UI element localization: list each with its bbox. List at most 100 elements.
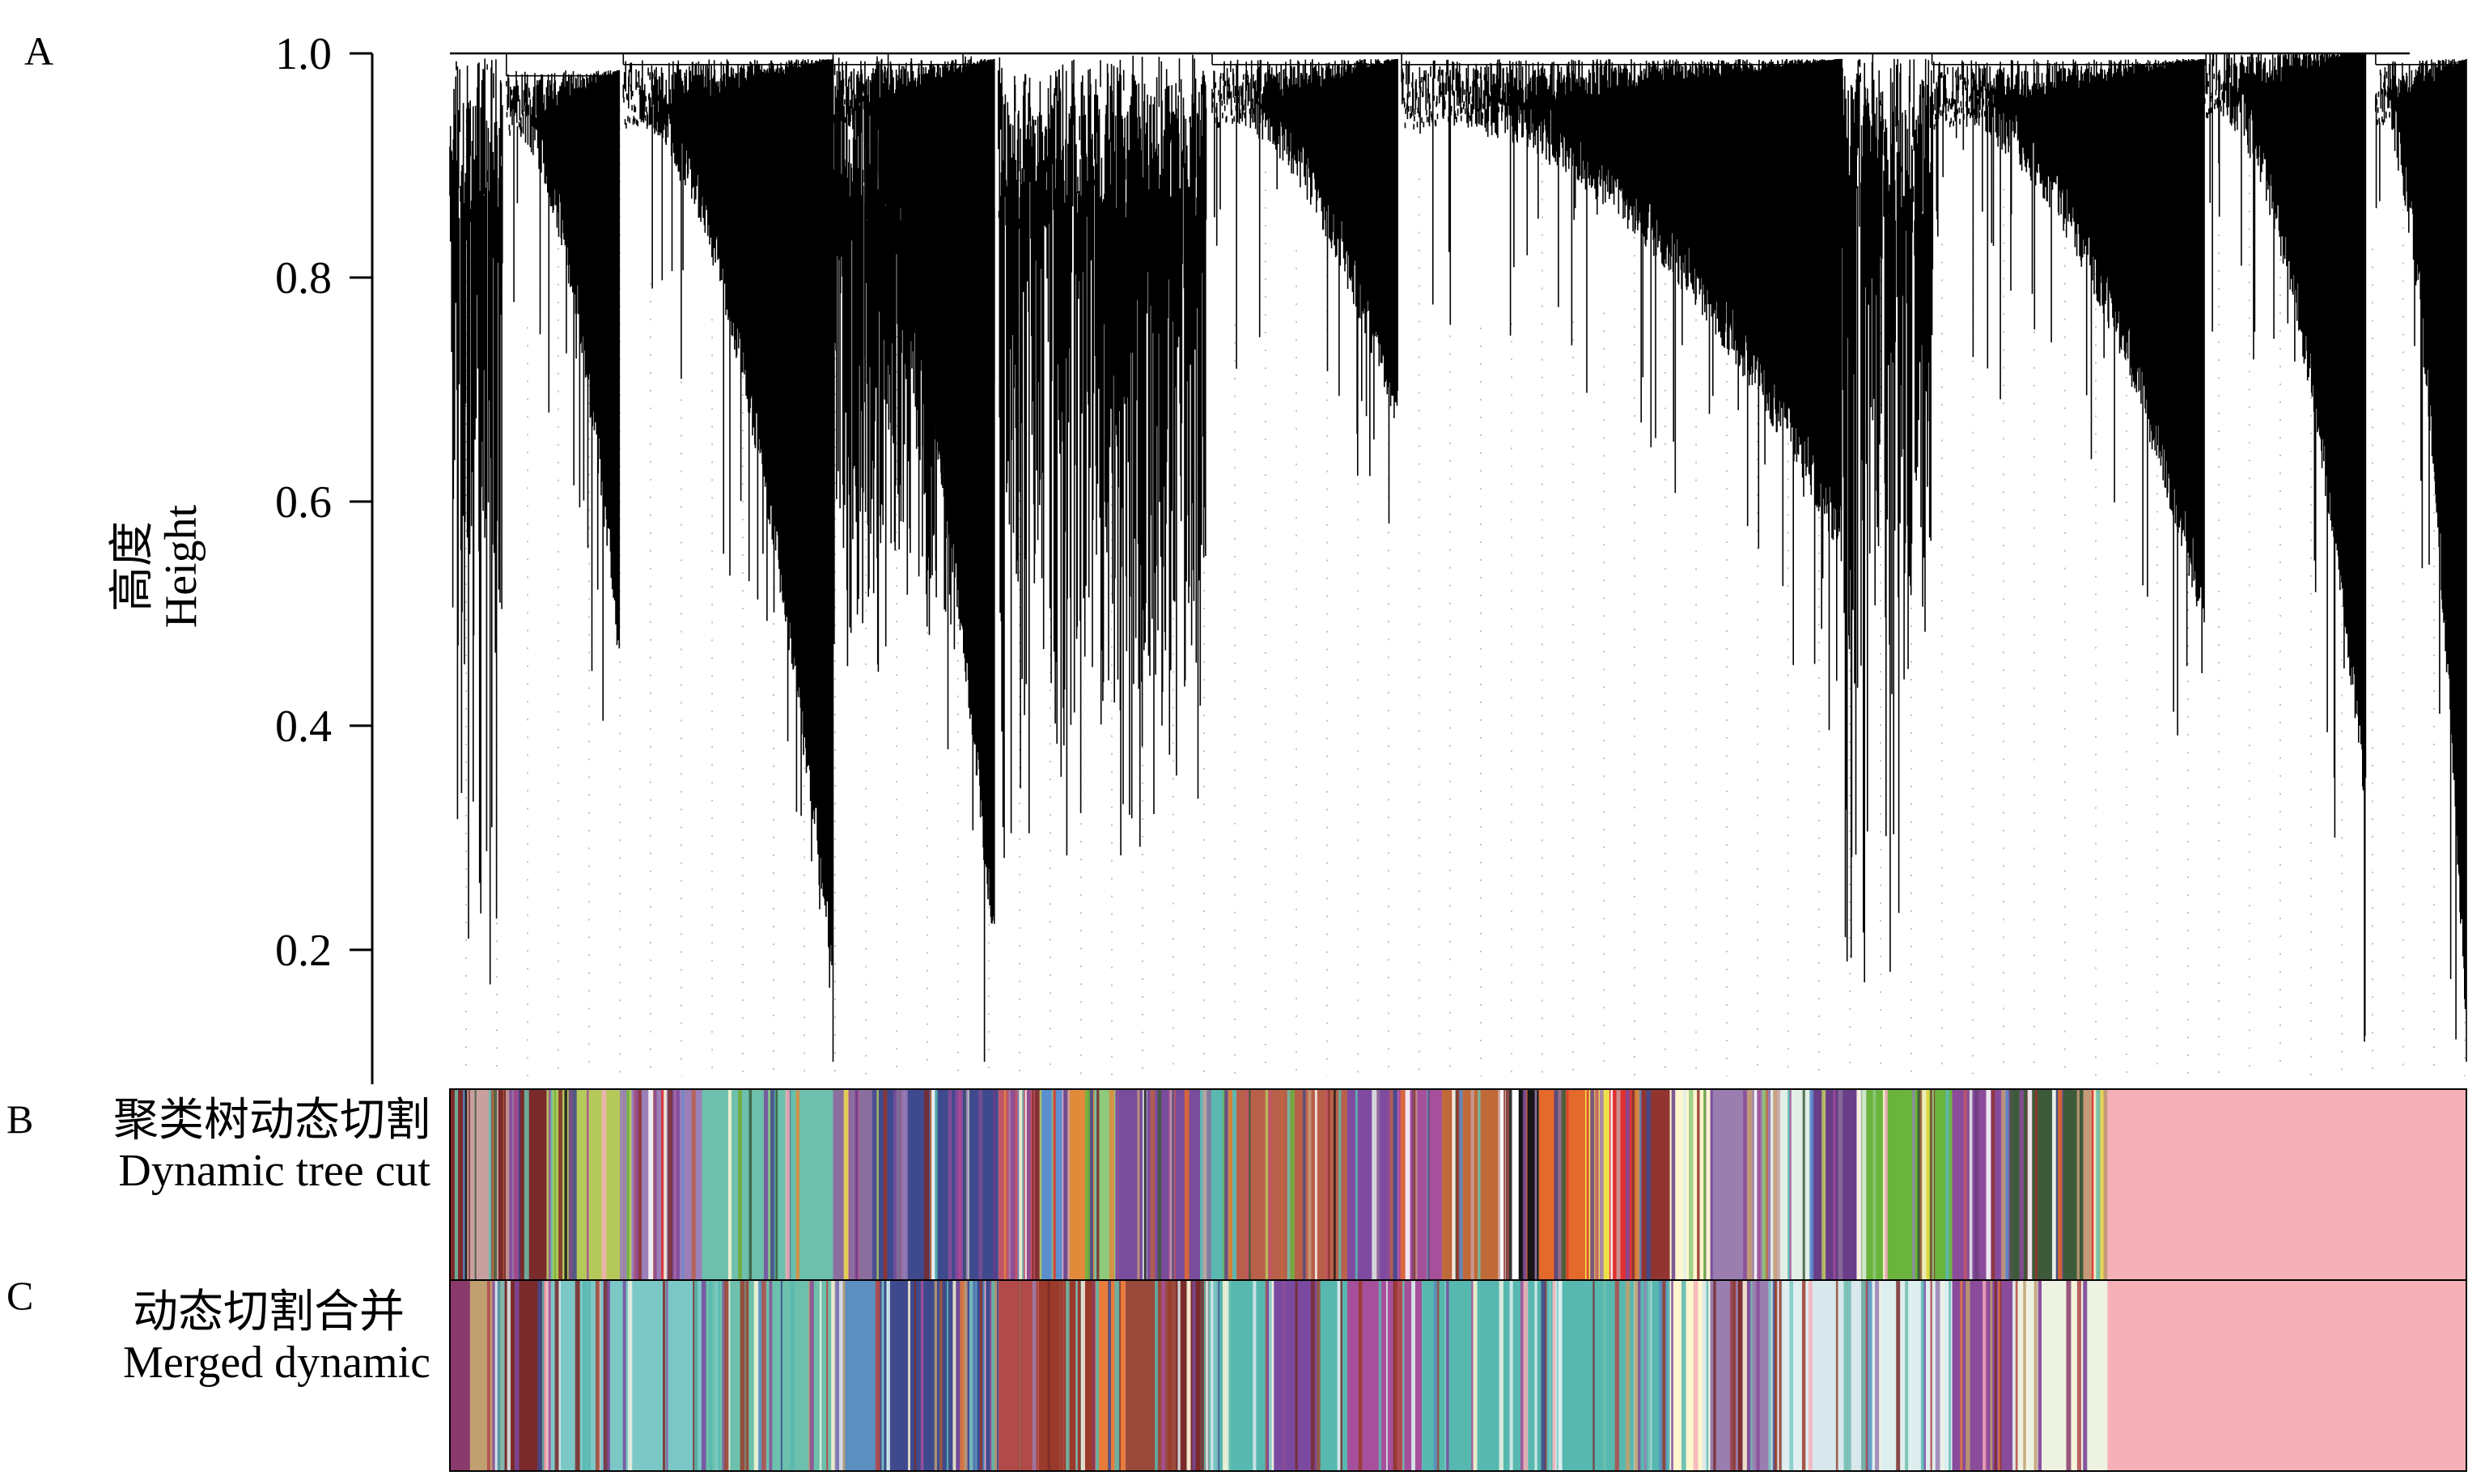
color-stripe (1287, 1089, 1291, 1280)
color-stripe (1935, 1280, 1940, 1471)
color-stripe (965, 1089, 969, 1280)
color-stripe (982, 1280, 985, 1471)
color-segment (2012, 1280, 2108, 1471)
color-stripe (1867, 1280, 1872, 1471)
color-stripe (595, 1280, 600, 1471)
color-stripe (929, 1089, 932, 1280)
color-stripe (1063, 1089, 1068, 1280)
color-stripe (1155, 1280, 1158, 1471)
y-tick-label: 0.8 (275, 253, 332, 303)
color-stripe (1787, 1089, 1790, 1280)
color-stripe (1634, 1280, 1639, 1471)
color-stripe (1202, 1089, 1207, 1280)
color-stripe (1034, 1089, 1040, 1280)
color-stripe (1205, 1280, 1209, 1471)
color-stripe (548, 1280, 551, 1471)
color-stripe (1096, 1280, 1100, 1471)
color-stripe (1710, 1089, 1713, 1280)
color-stripe (709, 1280, 713, 1471)
color-stripe (1775, 1089, 1781, 1280)
color-stripe (1010, 1089, 1016, 1280)
color-stripe (1567, 1089, 1569, 1280)
color-stripe (1592, 1280, 1595, 1471)
color-stripe (1096, 1089, 1100, 1280)
color-stripe (1389, 1089, 1393, 1280)
color-stripe (1414, 1089, 1416, 1280)
color-stripe (1210, 1280, 1214, 1471)
color-stripe (619, 1089, 625, 1280)
color-stripe (931, 1089, 935, 1280)
color-stripe (572, 1089, 577, 1280)
color-stripe (673, 1089, 678, 1280)
color-stripe (1857, 1089, 1860, 1280)
color-stripe (1713, 1280, 1716, 1471)
color-stripe (1376, 1089, 1380, 1280)
color-stripe (1224, 1089, 1228, 1280)
color-stripe (1702, 1280, 1707, 1471)
color-stripe (1558, 1280, 1563, 1471)
color-segment (2012, 1089, 2084, 1280)
color-stripe (1334, 1089, 1336, 1280)
color-stripe (1905, 1280, 1909, 1471)
color-stripe (1039, 1089, 1042, 1280)
color-stripe (501, 1280, 505, 1471)
color-stripe (854, 1089, 857, 1280)
color-stripe (2027, 1089, 2033, 1280)
color-stripe (648, 1089, 654, 1280)
color-stripe (727, 1089, 732, 1280)
color-stripe (1094, 1089, 1099, 1280)
color-stripe (1802, 1089, 1805, 1280)
y-tick-label: 0.4 (275, 702, 332, 752)
color-stripe (1730, 1280, 1732, 1471)
color-stripe (1088, 1089, 1094, 1280)
color-stripe (564, 1089, 567, 1280)
dynamic-tree-cut-row (449, 1088, 2467, 1281)
color-segment (2107, 1089, 2466, 1280)
color-stripe (541, 1280, 545, 1471)
cluster-branch (622, 53, 834, 1062)
color-stripe (1625, 1089, 1630, 1280)
color-stripe (1169, 1089, 1173, 1280)
color-stripe (1137, 1089, 1140, 1280)
color-stripe (740, 1280, 745, 1471)
color-stripe (1775, 1280, 1778, 1471)
color-stripe (2098, 1089, 2104, 1280)
color-stripe (1200, 1280, 1204, 1471)
y-axis-title: 高度 Height (108, 504, 206, 628)
color-stripe (1114, 1280, 1120, 1471)
panel-letter-c: C (6, 1273, 33, 1318)
color-stripe (672, 1089, 675, 1280)
color-stripe (1109, 1089, 1114, 1280)
color-stripe (701, 1280, 706, 1471)
color-stripe (1985, 1280, 1988, 1471)
y-axis-title-en: Height (156, 504, 206, 628)
color-stripe (1280, 1089, 1284, 1280)
color-stripe (960, 1280, 965, 1471)
color-stripe (1637, 1280, 1641, 1471)
color-stripe (1067, 1089, 1071, 1280)
color-stripe (1075, 1280, 1078, 1471)
color-stripe (1066, 1280, 1070, 1471)
color-stripe (1498, 1089, 1501, 1280)
color-stripe (1375, 1089, 1378, 1280)
color-stripe (668, 1089, 673, 1280)
color-stripe (1750, 1280, 1753, 1471)
color-stripe (770, 1089, 775, 1280)
color-stripe (1315, 1089, 1317, 1280)
color-stripe (842, 1280, 846, 1471)
color-stripe (1177, 1280, 1181, 1471)
color-stripe (2029, 1280, 2032, 1471)
color-stripe (1245, 1280, 1248, 1471)
color-stripe (1311, 1280, 1315, 1471)
color-stripe (1590, 1089, 1595, 1280)
color-stripe (548, 1089, 551, 1280)
color-stripe (2005, 1280, 2009, 1471)
y-axis-title-cn: 高度 (108, 521, 158, 612)
color-stripe (1960, 1280, 1963, 1471)
color-stripe (1516, 1280, 1520, 1471)
color-stripe (2038, 1280, 2042, 1471)
color-stripe (1355, 1089, 1358, 1280)
color-stripe (1026, 1089, 1031, 1280)
merged-dynamic-row (449, 1279, 2467, 1472)
color-stripe (460, 1280, 464, 1471)
